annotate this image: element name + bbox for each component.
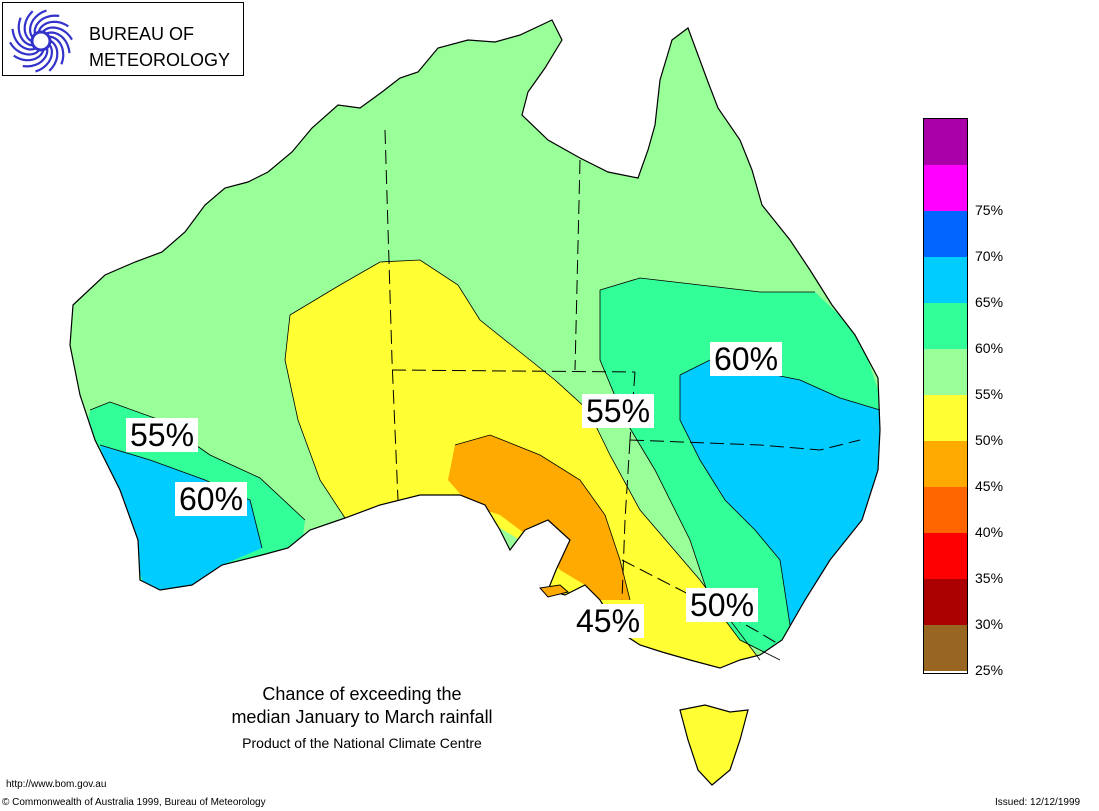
- logo-swirl-arm: [9, 41, 40, 56]
- footer-copyright: © Commonwealth of Australia 1999, Bureau…: [2, 797, 266, 808]
- legend-label: 40%: [975, 524, 1004, 540]
- border-qld-nsw: [629, 439, 861, 451]
- caption-line-3: Product of the National Climate Centre: [242, 735, 482, 751]
- label-eastern-australia: 60%: [710, 342, 783, 376]
- logo-line-2: METEOROLOGY: [89, 50, 231, 70]
- label-spencer-gulf: 45%: [572, 604, 645, 638]
- footer-issued: Issued: 12/12/1999: [995, 797, 1081, 808]
- caption-line-2: median January to March rainfall: [231, 707, 493, 727]
- region-south-west-wa: [100, 445, 262, 600]
- legend-swatch: [924, 349, 967, 395]
- logo-text: BUREAU OF METEOROLOGY: [89, 21, 230, 73]
- legend-swatch: [924, 441, 967, 487]
- legend-swatch: [924, 579, 967, 625]
- tasmania: [679, 704, 749, 786]
- logo-swirl-arm: [13, 50, 45, 62]
- legend-label: 50%: [975, 432, 1004, 448]
- legend-swatch: [924, 119, 967, 165]
- bom-swirl-logo-icon: [9, 9, 73, 73]
- border-nt-sa: [391, 369, 636, 373]
- logo-swirl-arm: [48, 40, 59, 72]
- legend-swatch: [924, 533, 967, 579]
- legend: [923, 118, 968, 674]
- logo-swirl-arm: [37, 20, 69, 32]
- logo-swirl-arm: [11, 28, 36, 51]
- caption: Chance of exceeding the median January t…: [210, 683, 514, 753]
- region-spencer-gulf: [448, 435, 630, 600]
- legend-swatch: [924, 625, 967, 671]
- caption-line-1: Chance of exceeding the: [262, 684, 462, 704]
- legend-label: 45%: [975, 478, 1004, 494]
- legend-label: 25%: [975, 662, 1004, 678]
- legend-label: 75%: [975, 202, 1004, 218]
- border-nt-qld: [574, 159, 581, 371]
- legend-swatch: [924, 395, 967, 441]
- logo-swirl-arm: [42, 26, 73, 41]
- border-nsw-vic: [621, 559, 781, 646]
- footer-url[interactable]: http://www.bom.gov.au: [6, 779, 107, 790]
- legend-label: 55%: [975, 386, 1004, 402]
- logo-line-1: BUREAU OF: [89, 24, 195, 44]
- legend-label: 35%: [975, 570, 1004, 586]
- logo-swirl-arm: [28, 9, 47, 38]
- logo-swirl-arm: [33, 14, 60, 34]
- legend-swatch: [924, 257, 967, 303]
- logo-swirl-arm: [35, 44, 54, 73]
- border-wa-nt: [384, 129, 399, 501]
- kangaroo-island: [539, 584, 570, 598]
- region-eastern-australia: [680, 360, 880, 625]
- legend-swatch: [924, 211, 967, 257]
- logo-swirl-arm: [49, 35, 65, 65]
- logo-swirl-arm: [23, 10, 34, 42]
- label-south-west-coastal: 55%: [126, 418, 199, 452]
- legend-swatch: [924, 487, 967, 533]
- logo-swirl-arm: [22, 48, 49, 68]
- legend-label: 30%: [975, 616, 1004, 632]
- legend-label: 70%: [975, 248, 1004, 264]
- legend-swatch: [924, 165, 967, 211]
- legend-swatch: [924, 303, 967, 349]
- label-inland-east: 55%: [582, 394, 655, 428]
- logo-swirl-arm: [46, 31, 71, 54]
- bom-logo: BUREAU OF METEOROLOGY: [2, 2, 244, 76]
- label-south-east: 50%: [686, 588, 759, 622]
- logo-swirl-arm: [17, 17, 33, 47]
- legend-label: 60%: [975, 340, 1004, 356]
- legend-label: 65%: [975, 294, 1004, 310]
- label-south-west-wa: 60%: [175, 482, 248, 516]
- border-sa-qld: [629, 371, 636, 441]
